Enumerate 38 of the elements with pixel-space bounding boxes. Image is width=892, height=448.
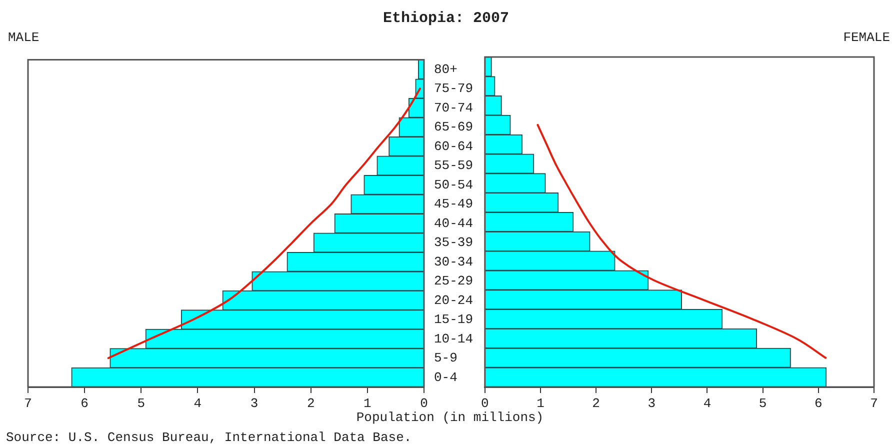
y-tick-label: 15-19: [434, 312, 474, 328]
y-tick-label: 70-74: [434, 100, 474, 116]
source-note: Source: U.S. Census Bureau, International Data Base.: [6, 430, 412, 445]
x-tick-label: 6: [814, 396, 822, 412]
y-tick-label: 80+: [434, 62, 458, 77]
chart-subtitle: FEMALE: [843, 30, 890, 45]
x-tick-label: 4: [194, 396, 202, 412]
x-tick-label: 3: [648, 396, 656, 412]
y-tick-label: 30-34: [434, 254, 474, 270]
y-tick-label: 35-39: [434, 235, 474, 250]
y-tick-label: 5-9: [434, 350, 458, 366]
x-tick-label: 6: [80, 396, 88, 412]
x-tick-label: 1: [364, 396, 372, 412]
y-tick-label: 20-24: [434, 292, 474, 308]
x-tick-label: 2: [306, 396, 315, 412]
x-tick-label: 3: [250, 396, 258, 412]
y-tick-label: 0-4: [434, 370, 458, 385]
chart-subtitle: MALE: [8, 30, 40, 45]
y-tick-label: 75-79: [434, 81, 474, 96]
y-tick-label: 55-59: [434, 158, 474, 174]
x-tick-label: 7: [24, 396, 32, 412]
x-axis-title: Population (in millions): [355, 410, 545, 425]
x-tick-label: 1: [536, 396, 545, 412]
y-tick-label: 60-64: [434, 138, 474, 154]
x-tick-label: 5: [758, 396, 767, 412]
x-tick-label: 5: [137, 396, 146, 412]
y-tick-label: 40-44: [434, 216, 474, 231]
y-tick-label: 10-14: [434, 331, 474, 346]
x-tick-label: 7: [870, 396, 878, 412]
x-tick-label: 2: [592, 396, 600, 412]
x-tick-label: 4: [703, 396, 712, 412]
x-tick-label: 0: [420, 396, 428, 412]
y-tick-label: 45-49: [434, 196, 474, 212]
y-tick-label: 50-54: [434, 177, 474, 192]
y-tick-label: 25-29: [434, 274, 474, 289]
y-tick-label: 65-69: [434, 120, 474, 135]
x-tick-label: 0: [480, 396, 489, 412]
chart-title: Ethiopia: 2007: [382, 10, 510, 27]
